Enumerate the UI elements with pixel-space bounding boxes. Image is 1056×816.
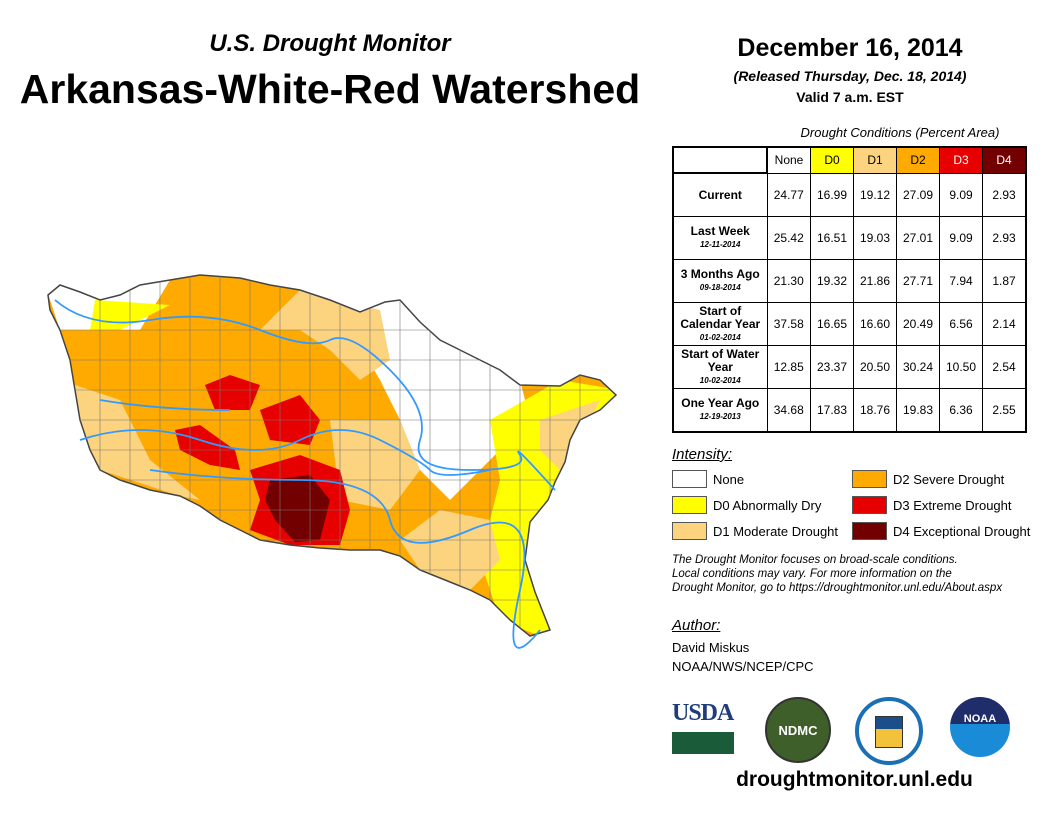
table-cell: 17.83 — [810, 388, 854, 433]
row-date: 10-02-2014 — [699, 375, 741, 385]
table-cell: 18.76 — [853, 388, 897, 433]
table-cell: 23.37 — [810, 345, 854, 389]
row-label: One Year Ago 12-19-2013 — [672, 388, 768, 433]
row-label: Last Week 12-11-2014 — [672, 216, 768, 260]
author-org: NOAA/NWS/NCEP/CPC — [672, 659, 814, 674]
table-cell: 19.83 — [896, 388, 940, 433]
table-cell: 2.55 — [982, 388, 1027, 433]
table-cell: 9.09 — [939, 172, 983, 217]
drought-map — [47, 274, 617, 649]
row-label: Start of Water Year 10-02-2014 — [672, 345, 768, 389]
legend-item-d4: D4 Exceptional Drought — [852, 522, 1042, 540]
legend-title: Intensity: — [672, 446, 733, 463]
table-cell: 6.36 — [939, 388, 983, 433]
author-label: Author: — [672, 617, 721, 634]
map-title: Arkansas-White-Red Watershed — [19, 66, 641, 112]
col-d4: D4 — [982, 146, 1027, 174]
table-row: One Year Ago 12-19-2013 34.68 17.83 18.76 19.… — [672, 388, 1027, 433]
table-cell: 25.42 — [766, 216, 811, 260]
author-name: David Miskus — [672, 640, 750, 655]
d1-area-central — [330, 420, 420, 510]
table-cell: 20.49 — [896, 302, 940, 346]
col-d0: D0 — [810, 146, 854, 174]
website-link[interactable]: droughtmonitor.unl.edu — [736, 768, 973, 791]
table-cell: 16.60 — [853, 302, 897, 346]
author-info: David Miskus NOAA/NWS/NCEP/CPC — [672, 638, 814, 676]
commerce-seal-logo — [855, 697, 923, 765]
row-date: 12-11-2014 — [700, 240, 741, 249]
table-row: Start of Water Year 10-02-2014 12.85 23.37 2… — [672, 345, 1027, 389]
d3-area-1 — [205, 375, 260, 410]
drought-conditions-table: None D0 D1 D2 D3 D4 Current 24.77 16.99 19.… — [672, 146, 1027, 433]
about-link[interactable]: Drought Monitor, go to https://droughtmo… — [672, 582, 1003, 594]
valid-time: Valid 7 a.m. EST — [796, 89, 904, 105]
row-date: 01-02-2014 — [699, 332, 741, 342]
table-cell: 1.87 — [982, 259, 1027, 303]
table-cell: 19.03 — [853, 216, 897, 260]
d3-area-3 — [175, 425, 240, 470]
table-cell: 37.58 — [766, 302, 811, 346]
d0-area-east — [480, 380, 616, 636]
table-cell: 12.85 — [766, 345, 811, 389]
table-header-row: None D0 D1 D2 D3 D4 — [673, 146, 1027, 174]
d1-area-north — [260, 290, 390, 380]
table-cell: 2.54 — [982, 345, 1027, 389]
col-d3: D3 — [939, 146, 983, 174]
noaa-logo: NOAA — [950, 697, 1010, 757]
row-label: 3 Months Ago 09-18-2014 — [672, 259, 768, 303]
col-d2: D2 — [896, 146, 940, 174]
d4-area — [265, 475, 330, 542]
legend-item-d3: D3 Extreme Drought — [852, 496, 1042, 514]
table-cell: 7.94 — [939, 259, 983, 303]
legend: None D2 Severe Drought D0 Abnormally Dry… — [672, 470, 1042, 540]
table-cell: 2.93 — [982, 216, 1027, 260]
table-cell: 16.65 — [810, 302, 854, 346]
table-cell: 9.09 — [939, 216, 983, 260]
table-cell: 10.50 — [939, 345, 983, 389]
rivers — [54, 299, 556, 649]
table-row: Current 24.77 16.99 19.12 27.09 9.09 2.93 — [672, 172, 1027, 217]
col-none: None — [766, 146, 811, 174]
table-row: 3 Months Ago 09-18-2014 21.30 19.32 21.86 27.… — [672, 259, 1027, 303]
legend-item-none: None — [672, 470, 852, 488]
table-caption: Drought Conditions (Percent Area) — [800, 125, 1000, 140]
table-cell: 27.09 — [896, 172, 940, 217]
table-cell: 27.01 — [896, 216, 940, 260]
table-cell: 16.99 — [810, 172, 854, 217]
table-row: Last Week 12-11-2014 25.42 16.51 19.03 27.01 9… — [672, 216, 1027, 260]
table-row: Start of Calendar Year 01-02-2014 37.58 16.… — [672, 302, 1027, 346]
table-cell: 2.14 — [982, 302, 1027, 346]
map-subtitle: U.S. Drought Monitor — [209, 30, 451, 57]
legend-item-d0: D0 Abnormally Dry — [672, 496, 852, 514]
legend-item-d1: D1 Moderate Drought — [672, 522, 852, 540]
row-date: 12-19-2013 — [699, 412, 741, 421]
ndmc-logo: NDMC — [765, 697, 831, 763]
table-cell: 2.93 — [982, 172, 1027, 217]
table-cell: 16.51 — [810, 216, 854, 260]
disclaimer-note: The Drought Monitor focuses on broad-sca… — [672, 554, 1003, 594]
col-d1: D1 — [853, 146, 897, 174]
table-cell: 21.86 — [853, 259, 897, 303]
table-cell: 19.32 — [810, 259, 854, 303]
row-label: Current — [672, 172, 768, 217]
table-cell: 20.50 — [853, 345, 897, 389]
usda-logo: USDA — [672, 700, 734, 754]
table-cell: 21.30 — [766, 259, 811, 303]
table-cell: 34.68 — [766, 388, 811, 433]
row-label: Start of Calendar Year 01-02-2014 — [672, 302, 768, 346]
map-date: December 16, 2014 — [737, 34, 963, 62]
release-date: (Released Thursday, Dec. 18, 2014) — [733, 68, 967, 84]
table-cell: 24.77 — [766, 172, 811, 217]
table-cell: 30.24 — [896, 345, 940, 389]
table-cell: 6.56 — [939, 302, 983, 346]
table-cell: 19.12 — [853, 172, 897, 217]
legend-item-d2: D2 Severe Drought — [852, 470, 1042, 488]
table-cell: 27.71 — [896, 259, 940, 303]
row-date: 09-18-2014 — [699, 283, 741, 292]
